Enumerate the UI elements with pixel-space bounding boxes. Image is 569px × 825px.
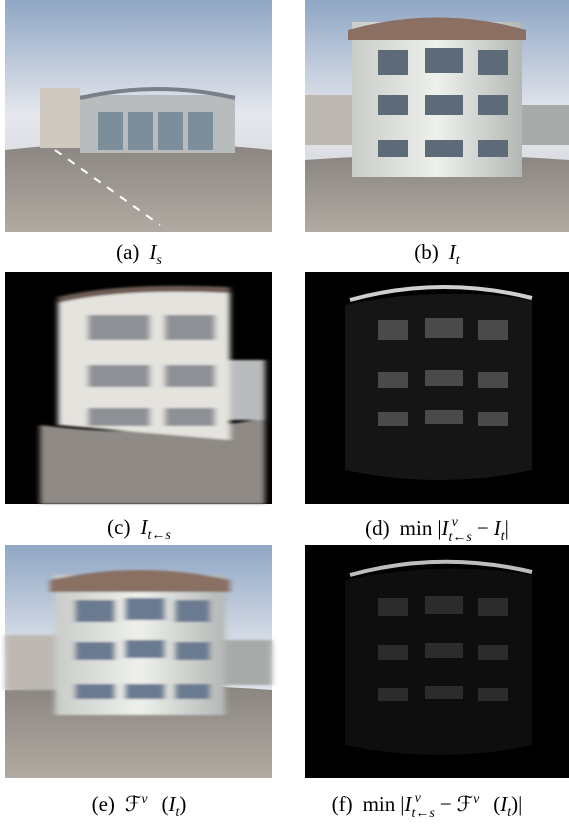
- bar: |: [437, 515, 442, 540]
- image-b: [305, 0, 569, 232]
- image-f: [305, 545, 569, 778]
- caption-f: (f) min |I v⃗ t←s − ℱv⃗ (It)|: [277, 788, 569, 825]
- symbol: I: [500, 792, 508, 816]
- subscript: t←s: [147, 528, 171, 544]
- image-d: [305, 272, 569, 504]
- symbol: I: [140, 515, 148, 539]
- caption-c: (c) It←s: [0, 515, 289, 548]
- paren: (: [493, 792, 501, 816]
- caption-label: (c): [107, 515, 131, 539]
- symbol: I: [404, 792, 412, 816]
- symbol: I: [168, 792, 176, 816]
- caption-label: (e): [91, 792, 115, 816]
- symbol: ℱ: [456, 792, 474, 816]
- symbol: ℱ: [124, 792, 142, 816]
- symbol: I: [149, 240, 157, 264]
- subscript: t: [175, 805, 180, 821]
- image-c: [5, 272, 272, 504]
- caption-d: (d) min |I v⃗ t←s − It|: [287, 515, 569, 549]
- subscript: t: [455, 253, 460, 269]
- symbol: I: [441, 515, 449, 540]
- paren: ): [511, 792, 519, 816]
- subscript: t: [507, 805, 512, 821]
- operator: min: [362, 792, 396, 816]
- subscript: t: [500, 529, 505, 544]
- paren: ): [179, 792, 187, 816]
- bar: |: [518, 792, 523, 816]
- subscript: t←s: [411, 806, 435, 822]
- bar: |: [400, 792, 405, 816]
- superscript: v⃗: [451, 515, 469, 530]
- caption-label: (b): [414, 240, 439, 264]
- image-e: [5, 545, 272, 778]
- caption-b: (b) It: [287, 240, 569, 273]
- caption-a: (a) Is: [0, 240, 289, 273]
- operator: min: [399, 515, 433, 540]
- superscript: v⃗: [141, 792, 159, 807]
- superscript: v⃗: [473, 792, 491, 807]
- bar: |: [504, 515, 509, 540]
- paren: (: [161, 792, 169, 816]
- symbol: I: [448, 240, 456, 264]
- operator: −: [439, 792, 452, 816]
- operator: −: [476, 515, 489, 540]
- caption-label: (f): [331, 792, 353, 816]
- subscript: t←s: [448, 530, 472, 545]
- image-a: [5, 0, 272, 232]
- symbol: I: [493, 515, 501, 540]
- caption-label: (a): [116, 240, 140, 264]
- superscript: v⃗: [414, 791, 432, 807]
- subscript: s: [156, 253, 162, 269]
- caption-e: (e) ℱv⃗ (It): [0, 788, 289, 825]
- caption-label: (d): [365, 515, 390, 540]
